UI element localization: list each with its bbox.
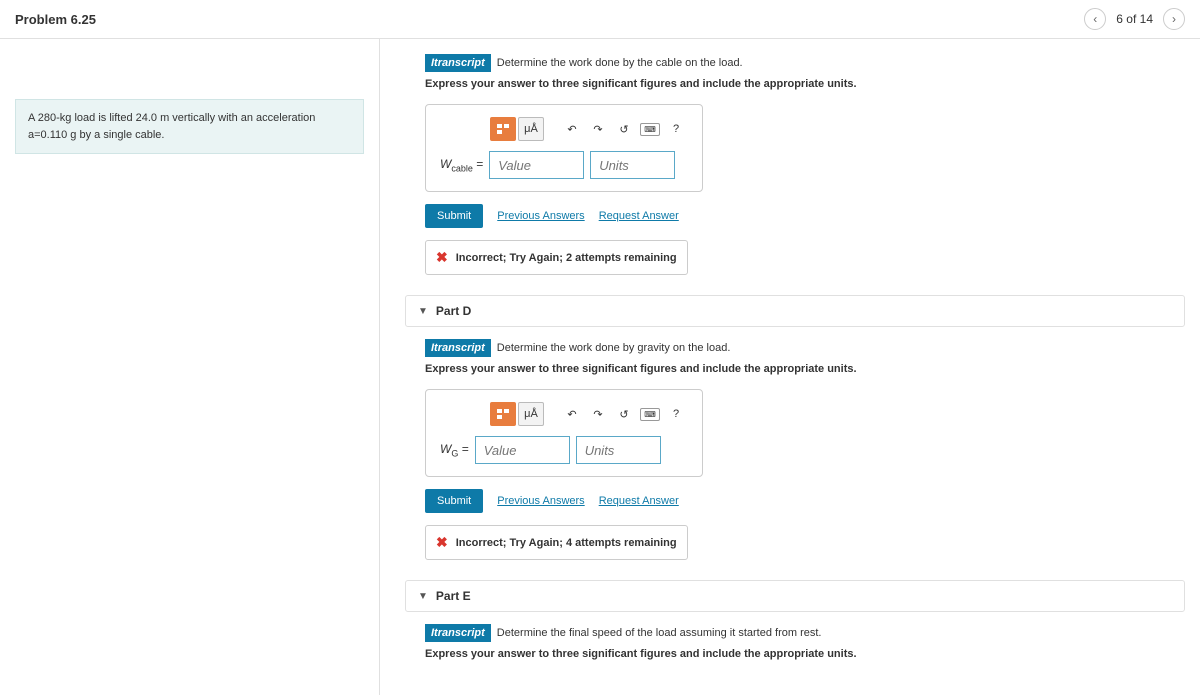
part-e-header[interactable]: ▼ Part E xyxy=(405,580,1185,612)
part-e-prompt: Determine the final speed of the load as… xyxy=(497,627,822,639)
undo-icon[interactable]: ↶ xyxy=(560,402,584,426)
chevron-down-icon: ▼ xyxy=(418,306,428,317)
redo-icon[interactable]: ↷ xyxy=(586,117,610,141)
part-d-title: Part D xyxy=(436,304,471,318)
error-icon: ✖ xyxy=(436,249,448,266)
part-d-feedback: ✖ Incorrect; Try Again; 4 attempts remai… xyxy=(425,525,688,560)
transcript-badge[interactable]: Itranscript xyxy=(425,624,491,642)
part-d-variable: WG = xyxy=(440,442,469,458)
part-c-value-input[interactable] xyxy=(489,151,584,179)
part-d-prompt: Determine the work done by gravity on th… xyxy=(497,342,731,354)
part-d-answer-box: μÅ ↶ ↷ ↺ ⌨ ? WG = xyxy=(425,389,703,477)
reset-icon[interactable]: ↺ xyxy=(612,402,636,426)
templates-icon[interactable] xyxy=(490,402,516,426)
problem-statement: A 280-kg load is lifted 24.0 m verticall… xyxy=(15,99,364,154)
part-d-submit-button[interactable]: Submit xyxy=(425,489,483,513)
part-d-instruction: Express your answer to three significant… xyxy=(425,363,1185,375)
chevron-down-icon: ▼ xyxy=(418,591,428,602)
part-d-header[interactable]: ▼ Part D xyxy=(405,295,1185,327)
pager: ‹ 6 of 14 › xyxy=(1084,8,1185,30)
part-c-prompt: Determine the work done by the cable on … xyxy=(497,57,743,69)
part-d-request-answer-link[interactable]: Request Answer xyxy=(599,495,679,507)
page-position: 6 of 14 xyxy=(1116,12,1153,26)
part-c-request-answer-link[interactable]: Request Answer xyxy=(599,210,679,222)
part-e-title: Part E xyxy=(436,589,471,603)
keyboard-icon[interactable]: ⌨ xyxy=(638,117,662,141)
next-button[interactable]: › xyxy=(1163,8,1185,30)
reset-icon[interactable]: ↺ xyxy=(612,117,636,141)
part-c-submit-button[interactable]: Submit xyxy=(425,204,483,228)
help-icon[interactable]: ? xyxy=(664,402,688,426)
undo-icon[interactable]: ↶ xyxy=(560,117,584,141)
part-c-answer-box: μÅ ↶ ↷ ↺ ⌨ ? Wcable = xyxy=(425,104,703,192)
part-d-value-input[interactable] xyxy=(475,436,570,464)
part-d-units-input[interactable] xyxy=(576,436,661,464)
redo-icon[interactable]: ↷ xyxy=(586,402,610,426)
prev-button[interactable]: ‹ xyxy=(1084,8,1106,30)
part-c-units-input[interactable] xyxy=(590,151,675,179)
part-c-instruction: Express your answer to three significant… xyxy=(425,78,1185,90)
part-c-feedback: ✖ Incorrect; Try Again; 2 attempts remai… xyxy=(425,240,688,275)
transcript-badge[interactable]: Itranscript xyxy=(425,54,491,72)
part-c-variable: Wcable = xyxy=(440,157,483,173)
error-icon: ✖ xyxy=(436,534,448,551)
part-c-previous-answers-link[interactable]: Previous Answers xyxy=(497,210,584,222)
help-icon[interactable]: ? xyxy=(664,117,688,141)
part-c-feedback-text: Incorrect; Try Again; 2 attempts remaini… xyxy=(456,252,677,264)
units-button[interactable]: μÅ xyxy=(518,117,544,141)
part-e-instruction: Express your answer to three significant… xyxy=(425,648,1185,660)
keyboard-icon[interactable]: ⌨ xyxy=(638,402,662,426)
part-d-feedback-text: Incorrect; Try Again; 4 attempts remaini… xyxy=(456,537,677,549)
templates-icon[interactable] xyxy=(490,117,516,141)
part-d-previous-answers-link[interactable]: Previous Answers xyxy=(497,495,584,507)
transcript-badge[interactable]: Itranscript xyxy=(425,339,491,357)
units-button[interactable]: μÅ xyxy=(518,402,544,426)
page-title: Problem 6.25 xyxy=(15,12,96,27)
